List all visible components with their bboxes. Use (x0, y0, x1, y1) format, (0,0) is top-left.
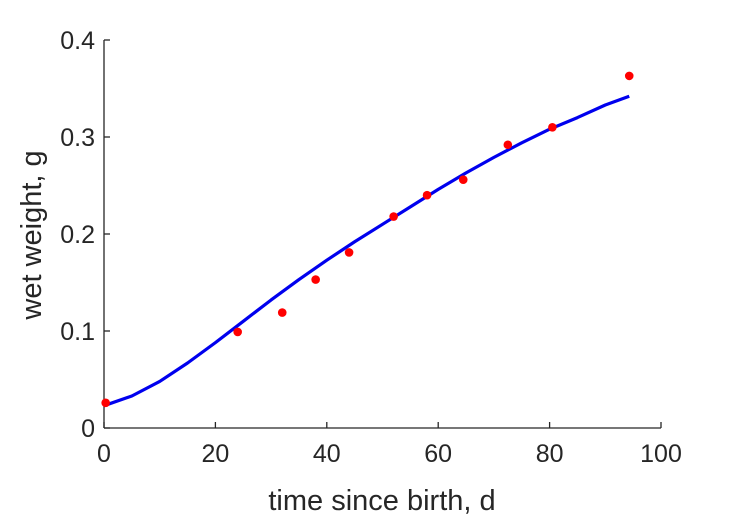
x-axis-label: time since birth, d (268, 485, 495, 517)
x-tick-label: 40 (313, 440, 341, 468)
data-point (503, 140, 513, 150)
model-curve-group (103, 94, 630, 408)
x-tick-label: 100 (640, 440, 682, 468)
data-points-group (101, 71, 634, 408)
y-axis-ticks: 0 0.1 0.2 0.3 0.4 (60, 27, 110, 443)
data-point (233, 327, 242, 337)
y-tick-label: 0.4 (60, 27, 95, 55)
y-tick-label: 0.3 (60, 124, 95, 152)
data-point (458, 175, 468, 184)
model-curve (103, 94, 630, 408)
data-point (389, 212, 398, 221)
y-axis-label: wet weight, g (16, 150, 48, 320)
data-point (548, 123, 557, 132)
data-point (624, 71, 634, 81)
x-tick-label: 0 (97, 440, 111, 468)
data-point (311, 275, 320, 284)
data-point (277, 308, 287, 317)
x-tick-label: 20 (201, 440, 229, 468)
data-point (344, 248, 354, 257)
y-tick-label: 0.1 (60, 318, 95, 346)
x-axis-ticks: 0 20 40 60 80 100 (97, 422, 682, 468)
data-point (101, 398, 110, 408)
y-tick-label: 0.2 (60, 221, 95, 249)
axes (103, 40, 661, 429)
data-point (422, 190, 432, 200)
x-tick-label: 60 (424, 440, 452, 468)
y-tick-label: 0 (81, 415, 95, 443)
x-tick-label: 80 (536, 440, 564, 468)
